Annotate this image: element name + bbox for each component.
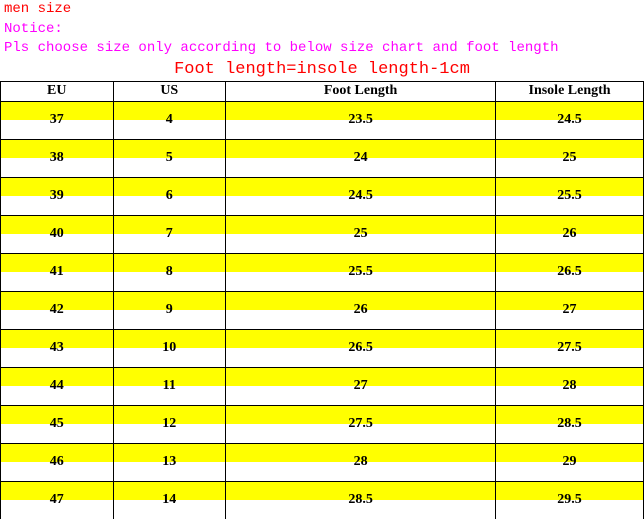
table-cell: 4 [113,101,226,139]
table-cell: 25.5 [226,253,496,291]
col-header-us: US [113,81,226,101]
table-cell: 10 [113,329,226,367]
table-cell: 27 [226,367,496,405]
table-cell: 27.5 [496,329,644,367]
table-cell: 26.5 [496,253,644,291]
col-header-foot: Foot Length [226,81,496,101]
table-cell: 38 [1,139,114,177]
table-cell: 27.5 [226,405,496,443]
table-cell: 24.5 [496,101,644,139]
table-cell: 45 [1,405,114,443]
notice-text: Pls choose size only according to below … [0,39,644,59]
table-row: 46132829 [1,443,644,481]
table-cell: 28 [496,367,644,405]
table-cell: 25.5 [496,177,644,215]
table-cell: 28.5 [226,481,496,519]
table-cell: 29 [496,443,644,481]
table-cell: 44 [1,367,114,405]
size-chart-table: EU US Foot Length Insole Length 37423.52… [0,81,644,519]
table-row: 37423.524.5 [1,101,644,139]
table-cell: 13 [113,443,226,481]
table-row: 471428.529.5 [1,481,644,519]
col-header-eu: EU [1,81,114,101]
notice-label: Notice: [0,20,644,40]
table-cell: 25 [226,215,496,253]
table-row: 44112728 [1,367,644,405]
col-header-insole: Insole Length [496,81,644,101]
table-cell: 5 [113,139,226,177]
table-cell: 47 [1,481,114,519]
table-cell: 41 [1,253,114,291]
header-row: EU US Foot Length Insole Length [1,81,644,101]
table-cell: 39 [1,177,114,215]
table-row: 4072526 [1,215,644,253]
table-cell: 12 [113,405,226,443]
table-row: 4292627 [1,291,644,329]
table-row: 41825.526.5 [1,253,644,291]
table-cell: 24 [226,139,496,177]
table-cell: 23.5 [226,101,496,139]
table-cell: 26 [496,215,644,253]
table-cell: 28 [226,443,496,481]
table-row: 451227.528.5 [1,405,644,443]
table-cell: 27 [496,291,644,329]
table-cell: 25 [496,139,644,177]
table-cell: 28.5 [496,405,644,443]
formula-text: Foot length=insole length-1cm [0,59,644,81]
table-cell: 9 [113,291,226,329]
table-cell: 11 [113,367,226,405]
table-cell: 37 [1,101,114,139]
table-cell: 24.5 [226,177,496,215]
title-text: men size [0,0,644,20]
table-cell: 42 [1,291,114,329]
table-cell: 6 [113,177,226,215]
table-cell: 14 [113,481,226,519]
table-cell: 7 [113,215,226,253]
table-cell: 40 [1,215,114,253]
table-cell: 26 [226,291,496,329]
table-cell: 8 [113,253,226,291]
table-cell: 26.5 [226,329,496,367]
table-cell: 43 [1,329,114,367]
table-cell: 46 [1,443,114,481]
table-row: 431026.527.5 [1,329,644,367]
table-cell: 29.5 [496,481,644,519]
table-row: 3852425 [1,139,644,177]
table-row: 39624.525.5 [1,177,644,215]
